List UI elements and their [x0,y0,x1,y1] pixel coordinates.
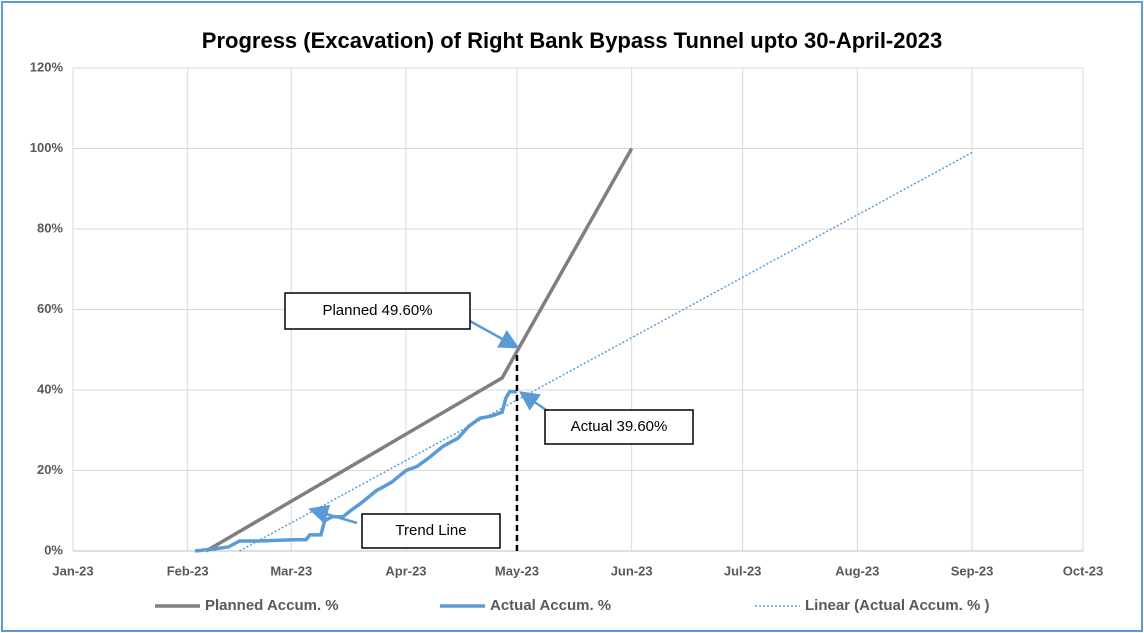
x-tick-label: Jan-23 [52,563,93,578]
x-tick-label: Jul-23 [724,563,762,578]
series-line [205,147,634,553]
annotation-text: Trend Line [395,522,466,539]
annotation-arrow [308,504,358,525]
x-tick-label: May-23 [495,563,539,578]
x-tick-label: Jun-23 [611,563,653,578]
legend-label: Linear (Actual Accum. % ) [805,597,989,614]
x-tick-label: Apr-23 [385,563,426,578]
annotation-box [284,292,471,330]
chart-title: Progress (Excavation) of Right Bank Bypa… [202,28,942,53]
x-tick-label: Sep-23 [951,563,994,578]
y-tick-label: 40% [37,381,63,396]
x-tick-label: Mar-23 [270,563,312,578]
legend-label: Planned Accum. % [205,597,339,614]
series-line [239,151,973,552]
y-tick-label: 120% [30,59,64,74]
y-tick-label: 0% [44,542,63,557]
y-tick-label: 80% [37,220,63,235]
y-tick-label: 20% [37,462,63,477]
annotation-box [361,513,501,549]
x-tick-label: Oct-23 [1063,563,1103,578]
legend-label: Actual Accum. % [490,597,611,614]
annotation-text: Planned 49.60% [322,302,432,319]
x-tick-label: Aug-23 [835,563,879,578]
y-tick-label: 100% [30,140,64,155]
annotation-box [544,409,694,445]
annotation-text: Actual 39.60% [571,418,668,435]
x-tick-label: Feb-23 [167,563,209,578]
annotation-arrow [518,391,550,414]
y-tick-label: 60% [37,301,63,316]
